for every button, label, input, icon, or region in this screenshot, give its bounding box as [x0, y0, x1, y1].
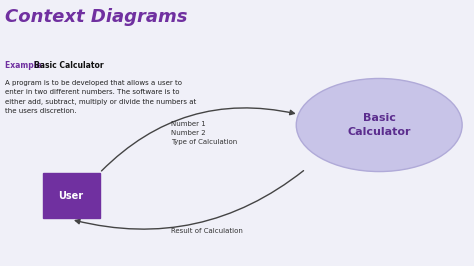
- FancyBboxPatch shape: [43, 173, 100, 218]
- Text: A program is to be developed that allows a user to
enter in two different number: A program is to be developed that allows…: [5, 80, 196, 114]
- Text: Basic
Calculator: Basic Calculator: [347, 113, 411, 137]
- Text: User: User: [58, 190, 84, 201]
- Text: Context Diagrams: Context Diagrams: [5, 8, 187, 26]
- Ellipse shape: [296, 78, 462, 172]
- Text: Result of Calculation: Result of Calculation: [171, 228, 243, 234]
- Text: Number 1
Number 2
Type of Calculation: Number 1 Number 2 Type of Calculation: [171, 121, 237, 145]
- Text: Basic Calculator: Basic Calculator: [34, 61, 104, 70]
- Text: Example:: Example:: [5, 61, 47, 70]
